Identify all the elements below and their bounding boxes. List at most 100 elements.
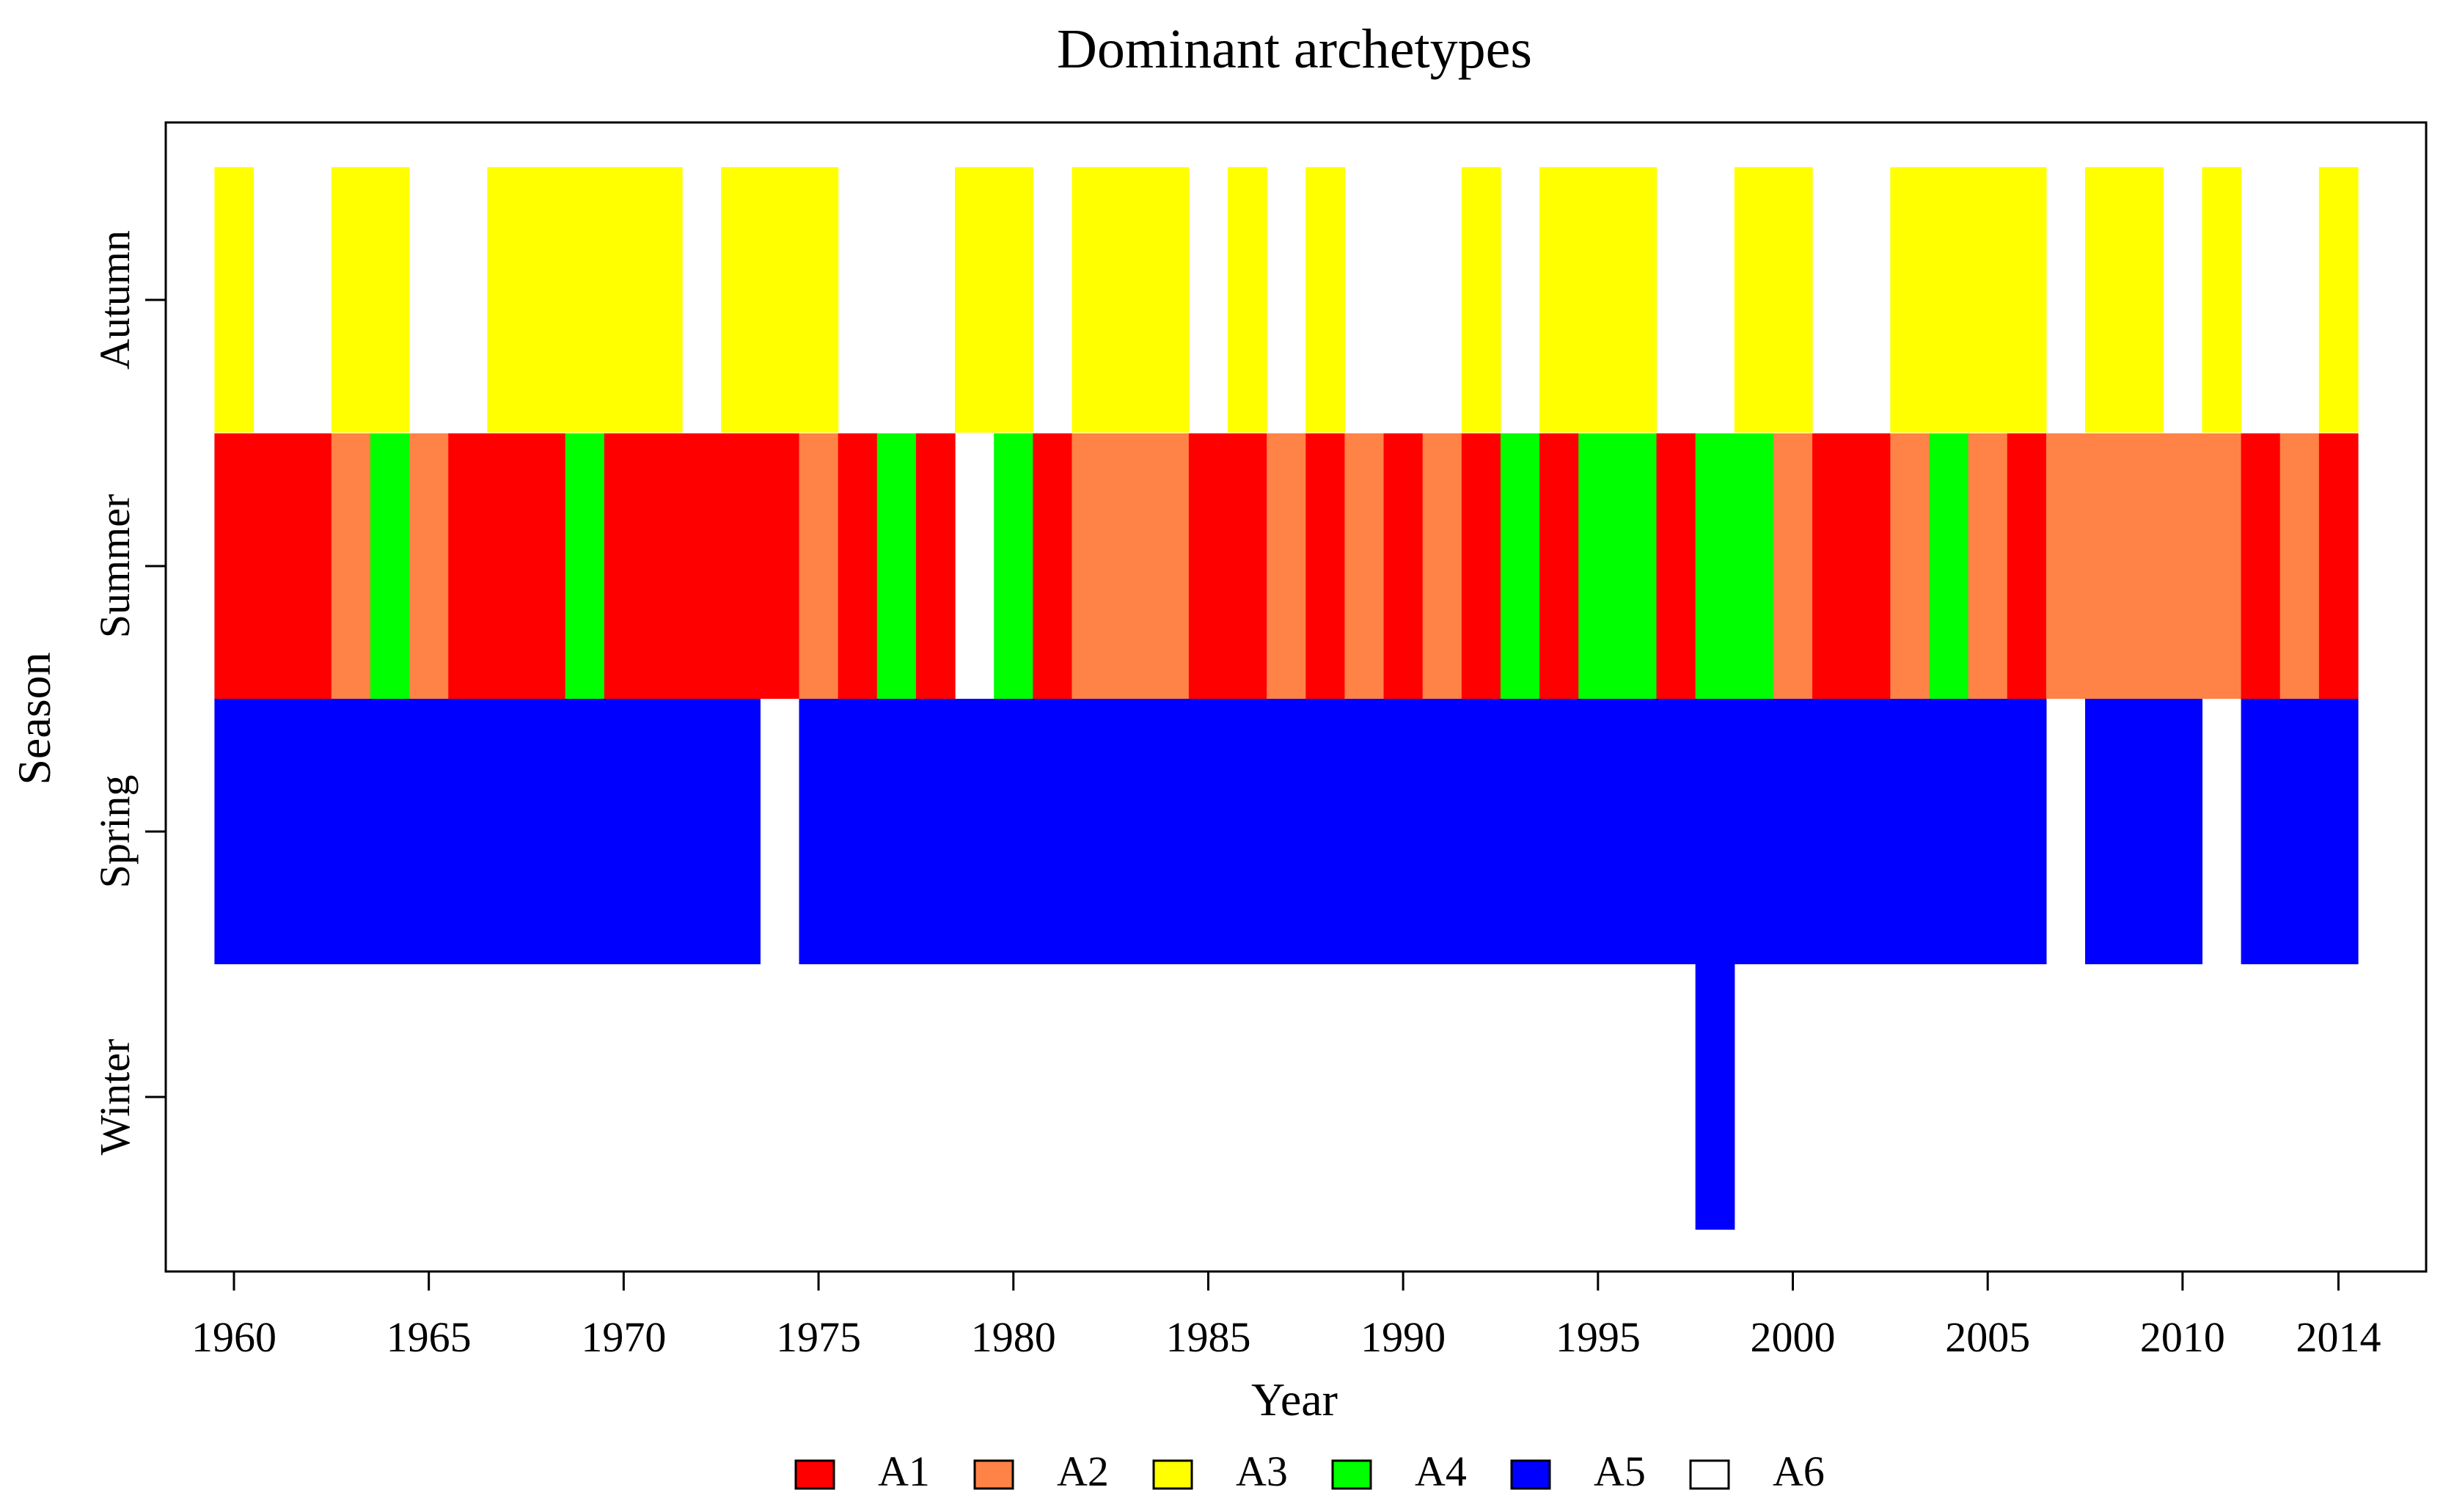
cell-spring-2003 [1890, 699, 1930, 964]
cell-summer-1986 [1228, 433, 1267, 699]
cell-summer-1961 [253, 433, 293, 699]
cell-spring-1964 [370, 699, 410, 964]
cell-spring-1991 [1422, 699, 1462, 964]
cell-spring-1961 [253, 699, 293, 964]
cell-summer-2003 [1890, 433, 1930, 699]
cell-autumn-2005 [1968, 167, 2008, 433]
cell-spring-1999 [1734, 699, 1774, 964]
y-axis-title: Season [8, 652, 60, 785]
cell-summer-1974 [760, 433, 800, 699]
cell-summer-1996 [1617, 433, 1658, 699]
cell-summer-1998 [1695, 433, 1735, 699]
cell-autumn-1986 [1228, 167, 1267, 433]
cell-autumn-1970 [604, 167, 644, 433]
cell-summer-1991 [1422, 433, 1462, 699]
x-tick-label-1980: 1980 [971, 1313, 1056, 1361]
cell-autumn-1982 [1072, 167, 1112, 433]
cell-spring-1972 [682, 699, 722, 964]
legend-label-a2: A2 [1057, 1447, 1109, 1495]
cell-autumn-2011 [2202, 167, 2242, 433]
cell-autumn-1975 [799, 167, 839, 433]
cell-summer-2005 [1968, 433, 2008, 699]
cell-spring-1968 [526, 699, 566, 964]
cell-spring-1982 [1072, 699, 1112, 964]
x-tick-label-1990: 1990 [1360, 1313, 1446, 1361]
cell-winter-1998 [1695, 964, 1735, 1230]
cell-spring-1985 [1188, 699, 1228, 964]
cell-autumn-1988 [1305, 167, 1346, 433]
cell-spring-1967 [487, 699, 527, 964]
cell-autumn-2014 [2318, 167, 2359, 433]
cell-spring-1990 [1383, 699, 1424, 964]
cell-autumn-1996 [1617, 167, 1658, 433]
cell-spring-2010 [2163, 699, 2203, 964]
cell-autumn-2009 [2124, 167, 2164, 433]
legend-label-a4: A4 [1415, 1447, 1467, 1495]
legend-swatch-a3 [1152, 1459, 1193, 1490]
cell-summer-2000 [1773, 433, 1813, 699]
cell-summer-1999 [1734, 433, 1774, 699]
cell-autumn-1992 [1461, 167, 1501, 433]
cell-autumn-1974 [760, 167, 800, 433]
cell-summer-2010 [2163, 433, 2203, 699]
cell-spring-1966 [448, 699, 488, 964]
cell-spring-2004 [1929, 699, 1969, 964]
cell-autumn-1968 [526, 167, 566, 433]
legend-label-a3: A3 [1236, 1447, 1288, 1495]
y-tick-label-winter: Winter [91, 1039, 139, 1156]
cell-summer-1975 [799, 433, 839, 699]
cell-spring-1986 [1228, 699, 1267, 964]
y-tick-label-spring: Spring [91, 775, 139, 889]
heatmap-cells [214, 167, 2359, 1230]
x-tick-label-2005: 2005 [1945, 1313, 2030, 1361]
cell-summer-1962 [292, 433, 332, 699]
cell-autumn-1995 [1578, 167, 1618, 433]
cell-summer-1965 [409, 433, 449, 699]
cell-spring-1975 [799, 699, 839, 964]
cell-summer-1971 [642, 433, 683, 699]
y-tick-label-autumn: Autumn [91, 230, 139, 370]
cell-summer-1973 [721, 433, 761, 699]
cell-summer-1995 [1578, 433, 1618, 699]
x-tick-label-1975: 1975 [776, 1313, 861, 1361]
cell-summer-1982 [1072, 433, 1112, 699]
cell-summer-1966 [448, 433, 488, 699]
cell-autumn-1964 [370, 167, 410, 433]
cell-summer-1987 [1267, 433, 1306, 699]
cell-summer-2001 [1812, 433, 1852, 699]
cell-spring-1980 [994, 699, 1033, 964]
cell-spring-1997 [1656, 699, 1696, 964]
cell-summer-1989 [1344, 433, 1385, 699]
cell-autumn-1963 [331, 167, 371, 433]
cell-spring-1965 [409, 699, 449, 964]
cell-spring-2013 [2279, 699, 2320, 964]
cell-spring-1996 [1617, 699, 1658, 964]
cell-spring-1960 [214, 699, 254, 964]
cell-spring-2002 [1851, 699, 1891, 964]
cell-spring-1988 [1305, 699, 1346, 964]
cell-summer-1992 [1461, 433, 1501, 699]
cell-summer-1988 [1305, 433, 1346, 699]
x-tick-label-2010: 2010 [2140, 1313, 2225, 1361]
cell-spring-2000 [1773, 699, 1813, 964]
cell-autumn-1973 [721, 167, 761, 433]
cell-summer-1985 [1188, 433, 1228, 699]
cell-summer-1983 [1110, 433, 1151, 699]
cell-summer-1977 [876, 433, 917, 699]
cell-summer-2004 [1929, 433, 1969, 699]
legend-swatch-a1 [794, 1459, 835, 1490]
cell-spring-2009 [2124, 699, 2164, 964]
cell-summer-1969 [565, 433, 605, 699]
cell-summer-1978 [915, 433, 956, 699]
cell-spring-2014 [2318, 699, 2359, 964]
legend-swatch-a6 [1689, 1459, 1730, 1490]
cell-summer-1972 [682, 433, 722, 699]
cell-autumn-1960 [214, 167, 254, 433]
cell-summer-1963 [331, 433, 371, 699]
cell-spring-1981 [1033, 699, 1073, 964]
cell-spring-1962 [292, 699, 332, 964]
cell-autumn-2006 [2007, 167, 2047, 433]
cell-summer-1993 [1500, 433, 1540, 699]
legend-swatch-a4 [1331, 1459, 1372, 1490]
cell-summer-1981 [1033, 433, 1073, 699]
